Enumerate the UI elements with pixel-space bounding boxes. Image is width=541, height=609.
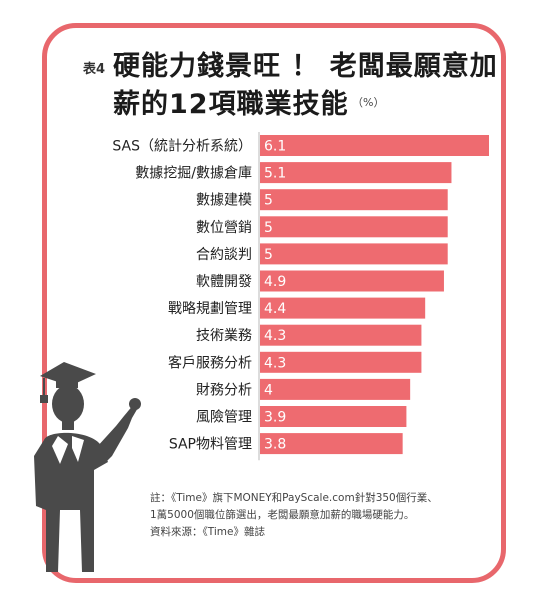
category-label: 風險管理 <box>196 410 252 426</box>
teacher-figure-icon <box>34 362 141 572</box>
category-label: 客戶服務分析 <box>168 354 252 371</box>
bar <box>260 135 489 156</box>
value-label: 4.3 <box>264 328 286 344</box>
category-label: 技術業務 <box>196 328 252 344</box>
bar <box>260 216 448 238</box>
category-label: 數據建模 <box>196 193 252 209</box>
chart-title-line1: 硬能力錢景旺 ！ 老闆最願意加 <box>113 51 498 82</box>
table-tag: 表4 <box>83 62 106 77</box>
bar <box>260 406 407 427</box>
footnote-line1: 註：《Time》旗下MONEY和PayScale.com針對350個行業、 <box>150 492 438 504</box>
footnote-line2: 1萬5000個職位篩選出，老闆最願意加薪的職場硬能力。 <box>150 509 415 521</box>
bar <box>260 162 452 184</box>
bar <box>260 270 444 292</box>
category-label: SAS（統計分析系統） <box>112 139 252 155</box>
category-label: SAP物料管理 <box>169 437 252 453</box>
bar <box>260 189 448 211</box>
value-label: 4.9 <box>264 274 286 290</box>
value-label: 4.3 <box>264 355 286 371</box>
value-label: 4 <box>264 382 273 398</box>
category-label: 財務分析 <box>196 382 252 398</box>
source-note: 資料來源：《Time》雜誌 <box>150 526 265 538</box>
category-label: 數據挖掘/數據倉庫 <box>135 165 252 182</box>
value-label: 3.8 <box>264 437 286 453</box>
bar <box>260 297 426 319</box>
value-label: 5.1 <box>264 166 286 182</box>
bar <box>260 324 422 346</box>
bar <box>260 351 422 373</box>
category-label: 戰略規劃管理 <box>168 301 252 317</box>
value-label: 5 <box>264 247 273 263</box>
value-label: 6.1 <box>264 139 286 155</box>
value-label: 3.9 <box>264 410 286 426</box>
value-label: 5 <box>264 193 273 209</box>
bar <box>260 243 448 265</box>
value-label: 5 <box>264 220 273 236</box>
chart-title-line2: 薪的12項職業技能 <box>113 89 349 120</box>
category-label: 數位營銷 <box>196 220 252 236</box>
bar <box>260 433 403 455</box>
category-label: 合約談判 <box>196 247 252 263</box>
value-label: 4.4 <box>264 301 286 317</box>
unit-label: （%） <box>352 96 385 109</box>
bar <box>260 378 411 400</box>
category-label: 軟體開發 <box>196 274 252 290</box>
